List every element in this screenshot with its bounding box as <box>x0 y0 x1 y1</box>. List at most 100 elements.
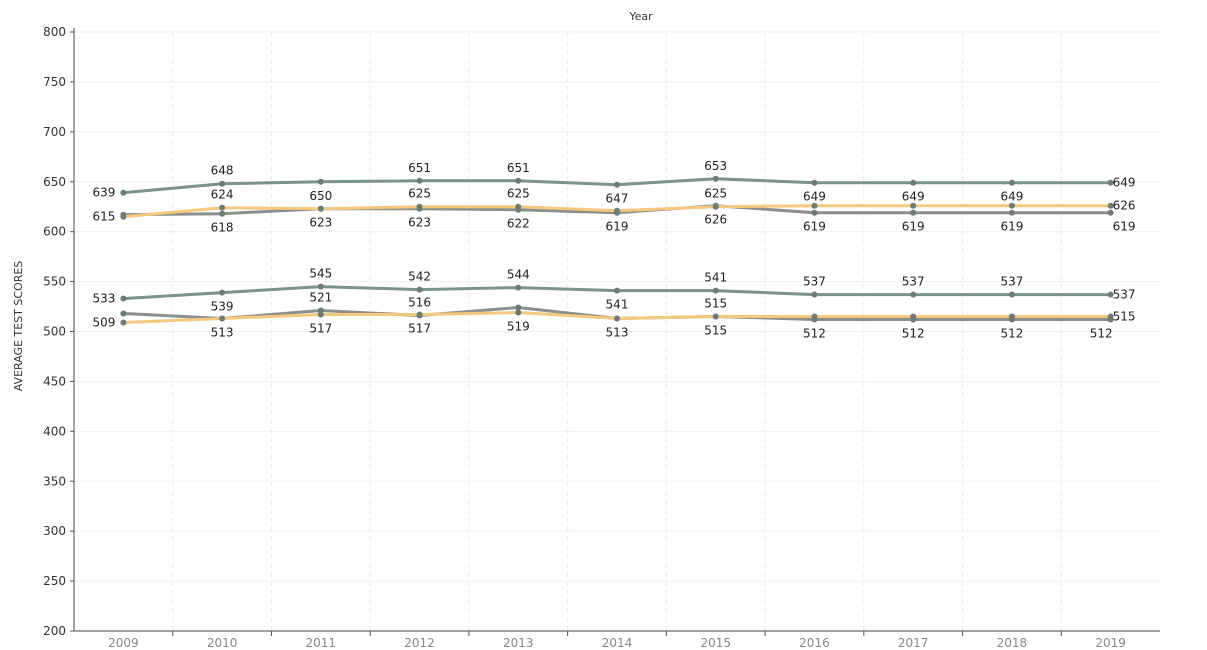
data-point <box>910 209 917 216</box>
data-point <box>1107 291 1114 298</box>
x-tick-label: 2017 <box>898 636 929 650</box>
data-point <box>219 315 226 322</box>
data-point <box>416 177 423 184</box>
data-label: 623 <box>408 216 431 230</box>
data-point <box>712 175 719 182</box>
data-label: 541 <box>606 298 629 312</box>
data-point <box>811 179 818 186</box>
data-label: 512 <box>1090 327 1113 341</box>
data-label: 615 <box>92 210 115 224</box>
data-label: 515 <box>704 324 727 338</box>
data-label: 618 <box>211 221 234 235</box>
data-label: 515 <box>704 297 727 311</box>
data-point <box>1008 313 1015 320</box>
y-tick-label: 650 <box>43 175 66 189</box>
series-2 <box>120 202 1114 220</box>
data-point <box>1008 202 1015 209</box>
data-point <box>712 203 719 210</box>
data-point <box>811 313 818 320</box>
data-point <box>317 205 324 212</box>
data-label: 625 <box>408 187 431 201</box>
data-point <box>1008 209 1015 216</box>
y-tick-label: 500 <box>43 325 66 339</box>
data-point <box>614 287 620 294</box>
x-tick-label: 2018 <box>997 636 1028 650</box>
data-label: 542 <box>408 270 431 284</box>
data-point <box>515 304 522 311</box>
x-tick-label: 2014 <box>602 636 633 650</box>
grid <box>74 31 1160 632</box>
data-label: 625 <box>507 187 530 201</box>
data-label: 516 <box>408 296 431 310</box>
data-point <box>811 291 818 298</box>
data-point <box>219 180 226 187</box>
data-point <box>910 179 917 186</box>
data-label: 625 <box>704 187 727 201</box>
data-label: 647 <box>606 192 629 206</box>
x-tick-label: 2013 <box>503 636 534 650</box>
data-point <box>219 289 226 296</box>
data-point <box>910 313 917 320</box>
data-point <box>120 295 127 302</box>
data-point <box>1107 202 1114 209</box>
data-label: 521 <box>309 291 332 305</box>
data-point <box>515 203 522 210</box>
y-tick-label: 550 <box>43 275 66 289</box>
data-point <box>1107 209 1114 216</box>
data-label: 519 <box>507 320 530 334</box>
series-group <box>120 175 1114 326</box>
data-labels: 639 648 650 651 651 647 653 649 649 649 649 615 624 6… <box>92 159 1135 341</box>
data-label: 649 <box>902 190 925 204</box>
data-label: 509 <box>92 316 115 330</box>
axes: Year AVERAGE TEST SCORES 200 250 300 350 400… <box>12 10 1160 650</box>
data-point <box>219 204 226 211</box>
data-point <box>614 207 620 214</box>
data-label: 649 <box>1000 190 1023 204</box>
data-point <box>416 203 423 210</box>
data-label: 512 <box>803 327 826 341</box>
data-label: 624 <box>211 188 234 202</box>
data-point <box>416 286 423 293</box>
data-label: 537 <box>1113 288 1136 302</box>
data-label: 533 <box>92 292 115 306</box>
data-point <box>811 202 818 209</box>
data-label: 537 <box>902 275 925 289</box>
data-label: 619 <box>803 220 826 234</box>
data-point <box>219 210 226 217</box>
data-point <box>120 310 127 317</box>
data-label: 622 <box>507 217 530 231</box>
y-tick-label: 700 <box>43 125 66 139</box>
data-point <box>515 177 522 184</box>
data-point <box>1107 313 1114 320</box>
data-label: 649 <box>803 190 826 204</box>
data-point <box>1008 291 1015 298</box>
y-tick-label: 250 <box>43 574 66 588</box>
data-point <box>515 284 522 291</box>
data-label: 544 <box>507 268 530 282</box>
data-label: 512 <box>1000 327 1023 341</box>
series-5 <box>120 309 1114 326</box>
data-label: 517 <box>408 322 431 336</box>
y-tick-label: 600 <box>43 225 66 239</box>
data-point <box>416 311 423 318</box>
x-tick-label: 2011 <box>306 636 337 650</box>
x-tick-label: 2010 <box>207 636 238 650</box>
data-label: 648 <box>211 164 234 178</box>
data-point <box>317 283 324 290</box>
data-point <box>910 291 917 298</box>
y-tick-label: 400 <box>43 424 66 438</box>
data-label: 517 <box>309 322 332 336</box>
data-label: 626 <box>704 213 727 227</box>
data-point <box>614 315 620 322</box>
chart-title: Year <box>628 10 653 23</box>
y-tick-label: 200 <box>43 624 66 638</box>
data-point <box>1107 179 1114 186</box>
x-tick-label: 2012 <box>404 636 435 650</box>
data-label: 639 <box>92 186 115 200</box>
data-point <box>120 189 127 196</box>
data-label: 619 <box>902 220 925 234</box>
y-tick-label: 450 <box>43 374 66 388</box>
x-tick-label: 2009 <box>108 636 139 650</box>
